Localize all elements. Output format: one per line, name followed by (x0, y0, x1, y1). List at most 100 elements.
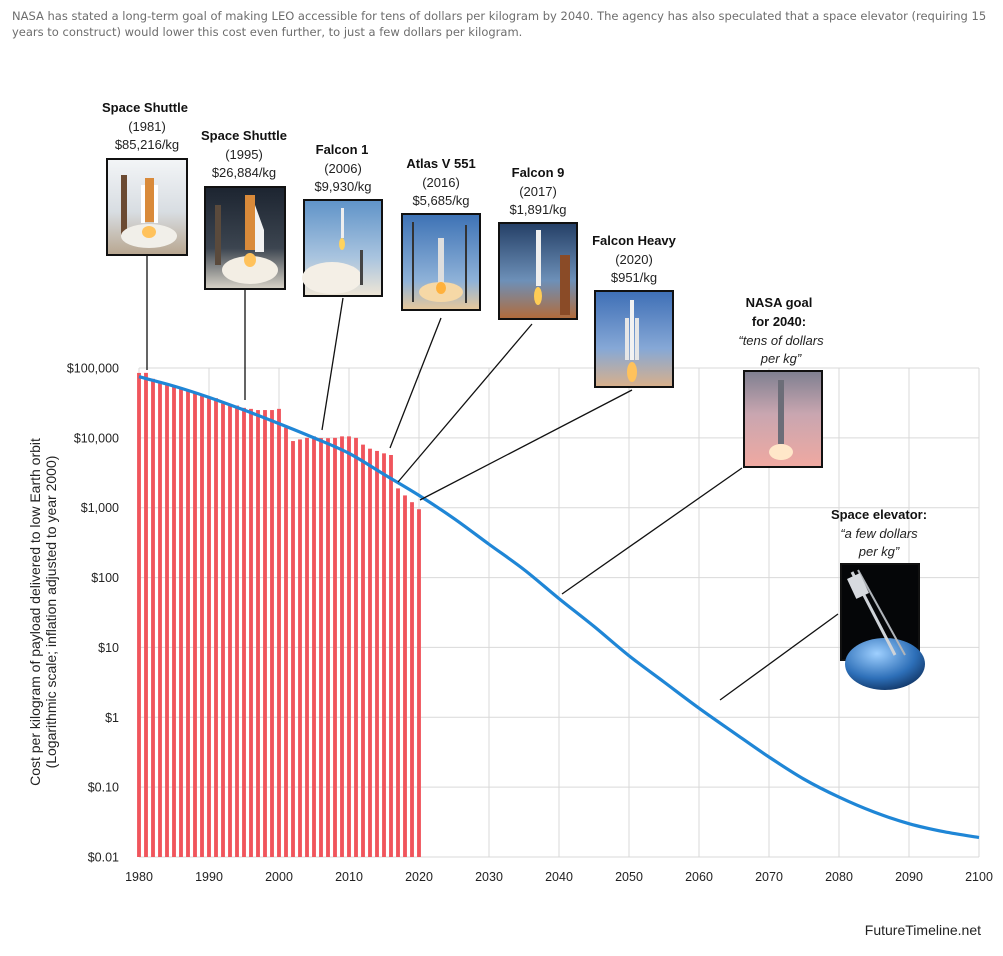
bar-1991 (214, 398, 218, 857)
bar-2006 (319, 438, 323, 857)
x-tick-label: 1980 (125, 870, 153, 884)
y-tick-label: $0.10 (88, 781, 119, 795)
bar-2011 (354, 437, 358, 857)
annotation-quote-line2: per kg” (858, 544, 900, 559)
y-tick-label: $1,000 (81, 501, 119, 515)
annotation-year: (2016) (422, 175, 460, 190)
annotation-nasa-goal-2040: NASA goal for 2040: “tens of dollars per… (738, 295, 824, 468)
bar-2004 (305, 437, 309, 857)
annotation-year: (1995) (225, 147, 263, 162)
bar-1999 (270, 410, 274, 857)
annotation-year: (1981) (128, 119, 166, 134)
bar-2013 (368, 448, 372, 857)
bar-2009 (340, 436, 344, 857)
x-tick-label: 1990 (195, 870, 223, 884)
annotation-falcon9: Falcon 9 (2017) $1,891/kg (498, 165, 578, 320)
bar-2017 (396, 488, 400, 857)
bar-1980 (137, 372, 141, 857)
bar-series (137, 372, 421, 857)
bar-1983 (158, 383, 162, 857)
y-tick-label: $100,000 (67, 362, 119, 376)
y-tick-label: $1 (105, 711, 119, 725)
bar-2019 (410, 502, 414, 857)
annotation-name: Falcon 9 (512, 165, 565, 180)
x-tick-label: 2070 (755, 870, 783, 884)
intro-text: NASA has stated a long-term goal of maki… (12, 9, 987, 39)
bar-2008 (333, 437, 337, 857)
y-tick-label: $0.01 (88, 851, 119, 865)
annotation-cost: $5,685/kg (412, 193, 469, 208)
bar-1988 (193, 392, 197, 857)
bar-2007 (326, 438, 330, 857)
space-shuttle-1995-photo (204, 186, 286, 290)
bar-2005 (312, 436, 316, 857)
space-shuttle-1981-photo (106, 158, 188, 256)
annotation-cost: $85,216/kg (115, 137, 179, 152)
annotation-cost: $26,884/kg (212, 165, 276, 180)
bar-2012 (361, 444, 365, 857)
y-tick-label: $10 (98, 641, 119, 655)
y-axis-label-line1: Cost per kilogram of payload delivered t… (27, 438, 43, 786)
annotation-name: Falcon Heavy (592, 233, 677, 248)
bar-2014 (375, 450, 379, 857)
bar-2016 (389, 454, 393, 857)
x-tick-label: 2000 (265, 870, 293, 884)
annotation-name: Space Shuttle (102, 100, 188, 115)
annotation-name-line1: Space elevator: (831, 507, 927, 522)
x-tick-label: 2080 (825, 870, 853, 884)
annotation-year: (2020) (615, 252, 653, 267)
annotation-atlas-v-551: Atlas V 551 (2016) $5,685/kg (401, 156, 481, 311)
bar-1981 (144, 372, 148, 857)
annotation-quote-line1: “a few dollars (840, 526, 918, 541)
x-tick-label: 2020 (405, 870, 433, 884)
bar-1984 (165, 385, 169, 857)
x-tick-label: 2040 (545, 870, 573, 884)
annotation-name: Atlas V 551 (406, 156, 475, 171)
bar-1989 (200, 394, 204, 857)
bar-2002 (291, 441, 295, 857)
x-tick-label: 2010 (335, 870, 363, 884)
annotation-shuttle-1981: Space Shuttle (1981) $85,216/kg (102, 100, 188, 256)
y-tick-label: $10,000 (74, 431, 119, 445)
leader-line-falcon1 (321, 297, 344, 431)
falcon-heavy-photo (594, 290, 674, 388)
leader-line-nasa-goal (561, 467, 743, 595)
leader-lines (146, 256, 839, 701)
trend-curve (138, 375, 980, 840)
annotation-name: Falcon 1 (316, 142, 369, 157)
annotation-falcon-heavy: Falcon Heavy (2020) $951/kg (592, 233, 677, 388)
bar-2000 (277, 408, 281, 857)
bar-1990 (207, 396, 211, 857)
annotation-space-elevator: Space elevator: “a few dollars per kg” (831, 507, 927, 690)
annotation-cost: $9,930/kg (314, 179, 371, 194)
annotation-shuttle-1995: Space Shuttle (1995) $26,884/kg (201, 128, 287, 290)
annotation-year: (2017) (519, 184, 557, 199)
annotation-quote-line2: per kg” (760, 351, 802, 366)
bar-1982 (151, 378, 155, 857)
bar-2010 (347, 436, 351, 857)
falcon9-photo (498, 222, 578, 320)
bar-2003 (298, 439, 302, 857)
annotation-cost: $1,891/kg (509, 202, 566, 217)
atlas-v-551-photo (401, 213, 481, 311)
x-tick-label: 2030 (475, 870, 503, 884)
bar-2018 (403, 495, 407, 857)
annotation-quote-line1: “tens of dollars (738, 333, 824, 348)
x-tick-label: 2060 (685, 870, 713, 884)
annotation-name: Space Shuttle (201, 128, 287, 143)
annotation-name-line2: for 2040: (752, 314, 806, 329)
bar-1998 (263, 410, 267, 857)
falcon1-photo (302, 199, 383, 297)
leader-line-atlas (389, 317, 442, 449)
bar-1985 (172, 386, 176, 857)
bar-1987 (186, 390, 190, 857)
y-axis-label-line2: (Logarithmic scale; inflation adjusted t… (43, 456, 59, 769)
bar-1995 (242, 407, 246, 857)
x-tick-label: 2100 (965, 870, 993, 884)
leader-line-falcon-heavy (419, 389, 633, 501)
annotation-name-line1: NASA goal (746, 295, 813, 310)
bar-1993 (228, 404, 232, 857)
annotation-cost: $951/kg (611, 270, 657, 285)
bar-1994 (235, 405, 239, 857)
